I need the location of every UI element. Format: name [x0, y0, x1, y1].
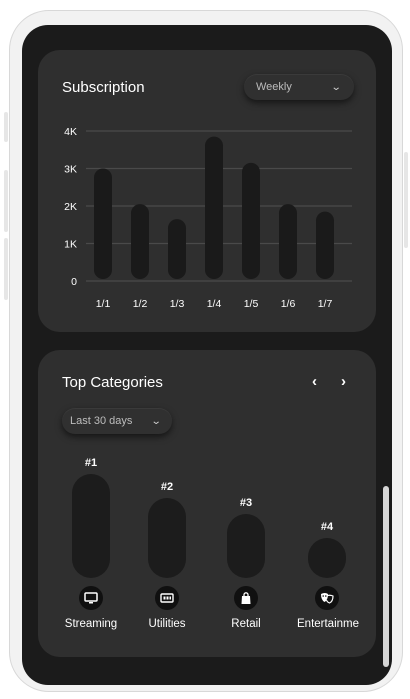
phone-power-button	[404, 152, 408, 248]
chart-bar[interactable]	[279, 204, 297, 279]
meter-icon	[155, 586, 179, 610]
previous-arrow-button[interactable]: ‹	[312, 373, 317, 390]
period-dropdown[interactable]: Weekly ⌄	[244, 74, 354, 100]
category-share-pill	[72, 474, 110, 578]
category-label: Streaming	[64, 618, 118, 630]
category-item-retail[interactable]: #3 Retail	[216, 497, 276, 630]
category-item-entertainment[interactable]: #4 Entertainme	[295, 521, 359, 630]
chart-bar[interactable]	[131, 204, 149, 279]
category-label: Utilities	[148, 618, 186, 630]
x-tick-label: 1/3	[170, 298, 185, 310]
category-item-utilities[interactable]: #2 Utilities	[137, 481, 197, 630]
x-tick-label: 1/2	[133, 298, 148, 310]
chart-bar[interactable]	[205, 136, 223, 279]
category-label: Entertainme	[297, 618, 359, 630]
x-tick-label: 1/1	[96, 298, 111, 310]
category-item-streaming[interactable]: #1 Streaming	[61, 457, 121, 630]
category-share-pill	[308, 538, 346, 578]
y-tick-label: 4K	[64, 126, 77, 138]
phone-side-button	[4, 112, 8, 142]
category-rank: #2	[160, 481, 174, 493]
top-categories-card: Top Categories ‹ › Last 30 days ⌄ #1 Str…	[38, 350, 376, 657]
chart-bar[interactable]	[94, 168, 112, 280]
phone-volume-down-button	[4, 238, 8, 300]
y-tick-label: 1K	[64, 239, 77, 251]
chart-bar[interactable]	[168, 219, 186, 279]
category-share-pill	[148, 498, 186, 578]
theater-mask-icon	[315, 586, 339, 610]
period-dropdown-value: Weekly	[256, 81, 292, 93]
tv-icon	[79, 586, 103, 610]
x-tick-label: 1/5	[244, 298, 259, 310]
y-tick-label: 3K	[64, 164, 77, 176]
range-dropdown-value: Last 30 days	[70, 415, 133, 427]
chart-bar[interactable]	[316, 211, 334, 279]
shopping-bag-icon	[234, 586, 258, 610]
y-tick-label: 2K	[64, 201, 77, 213]
subscription-card: Subscription Weekly ⌄ 0 1K 2K 3K 4K 1/1 1/2 1/3…	[38, 50, 376, 332]
x-tick-label: 1/4	[207, 298, 222, 310]
app-screen: Subscription Weekly ⌄ 0 1K 2K 3K 4K 1/1 1/2 1/3…	[22, 25, 392, 685]
category-rank: #4	[320, 521, 334, 533]
chevron-down-icon: ⌄	[330, 81, 342, 93]
category-share-pill	[227, 514, 265, 578]
phone-volume-up-button	[4, 170, 8, 232]
top-categories-title: Top Categories	[62, 374, 163, 391]
category-label: Retail	[231, 618, 261, 630]
category-rank: #3	[239, 497, 253, 509]
category-rank: #1	[84, 457, 98, 469]
y-tick-label: 0	[71, 276, 77, 288]
range-dropdown[interactable]: Last 30 days ⌄	[62, 408, 172, 434]
next-arrow-button[interactable]: ›	[341, 373, 346, 390]
subscription-bar-chart: 0 1K 2K 3K 4K 1/1 1/2 1/3 1/4 1/5 1/6 1/7	[64, 126, 352, 310]
chart-bar[interactable]	[242, 162, 260, 279]
scrollbar-thumb[interactable]	[383, 486, 389, 667]
subscription-title: Subscription	[62, 79, 145, 96]
chevron-down-icon: ⌄	[150, 415, 162, 427]
x-tick-label: 1/6	[281, 298, 296, 310]
x-tick-label: 1/7	[318, 298, 333, 310]
